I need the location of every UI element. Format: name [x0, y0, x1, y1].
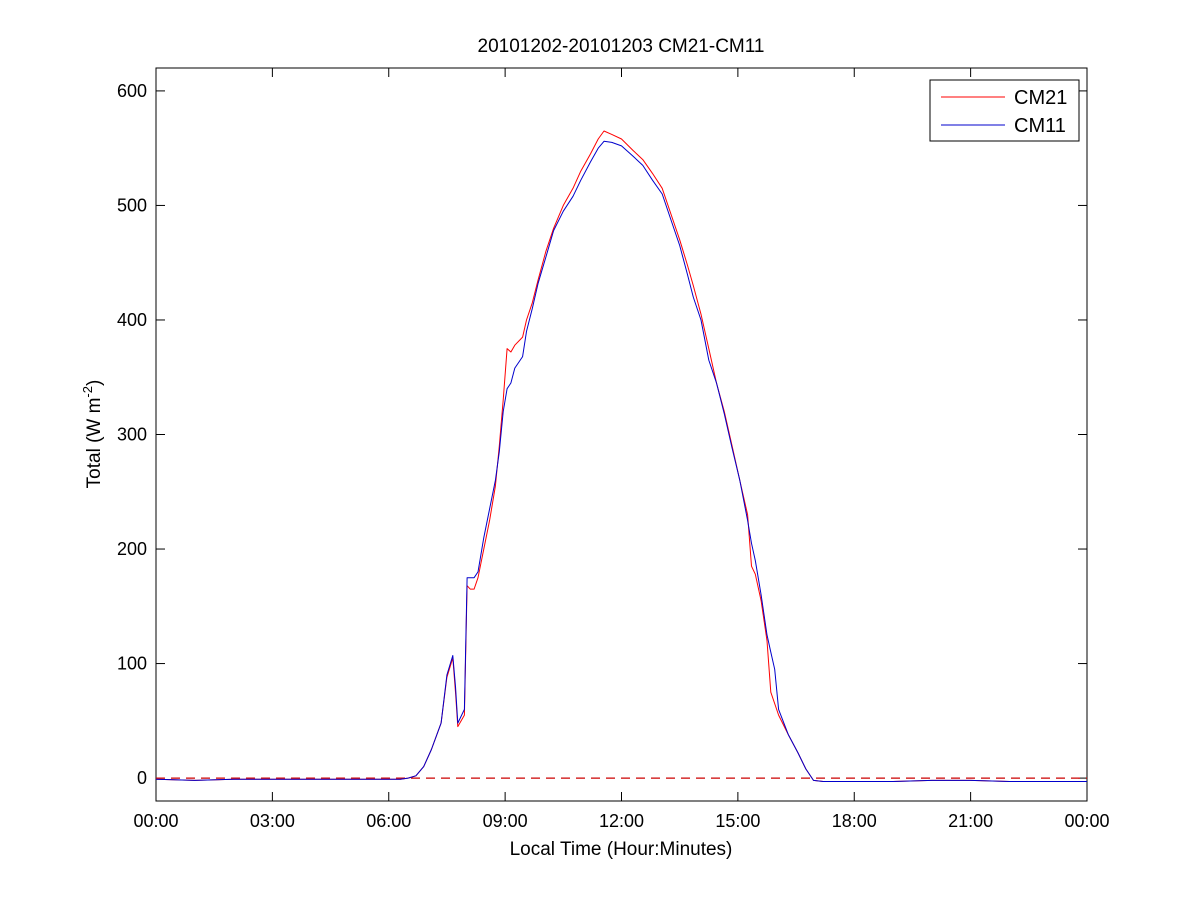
y-tick-label: 600	[117, 81, 147, 101]
x-tick-label: 03:00	[250, 811, 295, 831]
y-axis-label: Total (W m-2)	[80, 380, 105, 489]
x-tick-label: 15:00	[715, 811, 760, 831]
y-axis-ticks: 0 100 200 300 400 500 600	[117, 81, 1087, 788]
legend-label-cm11: CM11	[1014, 115, 1066, 137]
x-tick-label: 18:00	[832, 811, 877, 831]
y-tick-label: 400	[117, 310, 147, 330]
y-tick-label: 300	[117, 425, 147, 445]
legend-box	[929, 79, 1080, 142]
x-tick-label: 06:00	[366, 811, 411, 831]
x-tick-label: 00:00	[133, 811, 178, 831]
y-tick-label: 100	[117, 654, 147, 674]
x-axis-label: Local Time (Hour:Minutes)	[510, 839, 733, 860]
plot-area	[155, 67, 1088, 802]
x-tick-label: 00:00	[1064, 811, 1109, 831]
series-line-cm11	[155, 140, 1087, 782]
legend-label-cm21: CM21	[1014, 87, 1067, 109]
y-axis-label-main: Total (W m	[84, 398, 105, 489]
x-tick-label: 21:00	[948, 811, 993, 831]
x-tick-label: 12:00	[599, 811, 644, 831]
chart-title: 20101202-20101203 CM21-CM11	[478, 36, 765, 57]
series-layer	[155, 130, 1087, 782]
y-tick-label: 500	[117, 195, 147, 215]
x-tick-label: 09:00	[483, 811, 528, 831]
y-tick-label: 200	[117, 539, 147, 559]
legend: CM21 CM11	[929, 79, 1080, 142]
y-axis-label-close: )	[84, 380, 105, 386]
x-axis-ticks: 00:00 03:00 06:00 09:00 12:00 15:00 18:00 21:00…	[133, 68, 1110, 831]
y-axis-label-superscript: -2	[80, 386, 95, 398]
y-tick-label: 0	[137, 768, 147, 788]
